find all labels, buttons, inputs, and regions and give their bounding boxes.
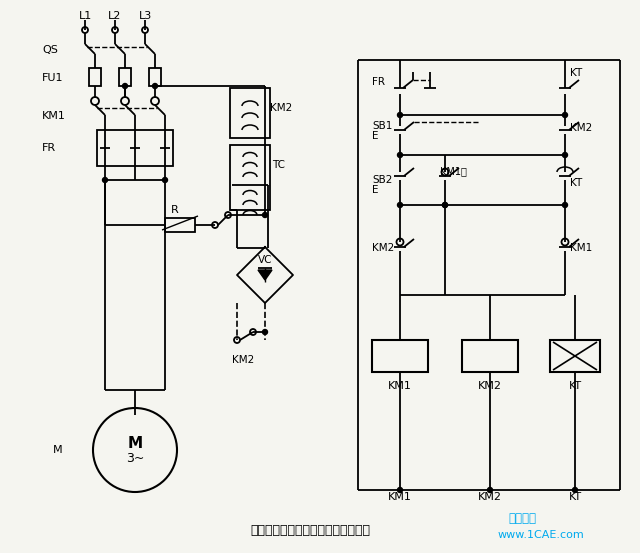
- Text: TC: TC: [272, 160, 285, 170]
- Circle shape: [262, 330, 268, 335]
- Polygon shape: [258, 270, 272, 280]
- Text: FU1: FU1: [42, 73, 63, 83]
- Circle shape: [488, 488, 493, 493]
- Bar: [165, 218, 195, 232]
- Text: E: E: [372, 131, 378, 141]
- Circle shape: [563, 153, 568, 158]
- Circle shape: [163, 178, 168, 182]
- Text: KM2: KM2: [270, 103, 292, 113]
- Circle shape: [397, 202, 403, 207]
- Text: L2: L2: [108, 11, 122, 21]
- Text: KM2: KM2: [478, 381, 502, 391]
- Text: QS: QS: [42, 45, 58, 55]
- Text: KM2: KM2: [570, 123, 592, 133]
- Text: KT: KT: [568, 381, 582, 391]
- Text: 3~: 3~: [126, 451, 144, 465]
- Bar: [230, 145, 270, 210]
- Text: KT: KT: [568, 492, 582, 502]
- Text: L3: L3: [138, 11, 152, 21]
- Text: E: E: [372, 185, 378, 195]
- Text: FR: FR: [42, 143, 56, 153]
- Circle shape: [563, 112, 568, 117]
- Text: KM1: KM1: [388, 492, 412, 502]
- Circle shape: [102, 178, 108, 182]
- Circle shape: [563, 202, 568, 207]
- Text: KM2: KM2: [372, 243, 394, 253]
- Text: KT: KT: [570, 68, 582, 78]
- Text: L1: L1: [78, 11, 92, 21]
- Circle shape: [397, 153, 403, 158]
- Circle shape: [397, 488, 403, 493]
- Circle shape: [152, 84, 157, 88]
- Bar: [119, 68, 131, 86]
- Text: KM1⓪: KM1⓪: [440, 166, 467, 176]
- Bar: [89, 68, 101, 86]
- Text: SB2: SB2: [372, 175, 392, 185]
- Bar: [550, 340, 600, 372]
- Text: KT: KT: [570, 178, 582, 188]
- Circle shape: [442, 202, 447, 207]
- Text: M: M: [52, 445, 62, 455]
- Text: VC: VC: [258, 255, 272, 265]
- Circle shape: [397, 112, 403, 117]
- Text: M: M: [127, 436, 143, 451]
- Circle shape: [122, 84, 127, 88]
- Bar: [97, 130, 173, 166]
- Text: KM1: KM1: [388, 381, 412, 391]
- Text: 以时间原则控制的单向能耗制动线路: 以时间原则控制的单向能耗制动线路: [250, 524, 370, 536]
- Text: KM1: KM1: [570, 243, 592, 253]
- Bar: [230, 88, 270, 138]
- Bar: [462, 340, 518, 372]
- Text: KM1: KM1: [42, 111, 66, 121]
- Circle shape: [573, 488, 577, 493]
- Text: KM2: KM2: [232, 355, 254, 365]
- Text: 仿真在线: 仿真在线: [508, 512, 536, 524]
- Bar: [372, 340, 428, 372]
- Text: www.1CAE.com: www.1CAE.com: [498, 530, 585, 540]
- Text: R: R: [171, 205, 179, 215]
- Bar: [149, 68, 161, 86]
- Text: SB1: SB1: [372, 121, 392, 131]
- Circle shape: [262, 212, 268, 217]
- Text: KM2: KM2: [478, 492, 502, 502]
- Circle shape: [442, 202, 447, 207]
- Text: FR: FR: [372, 77, 385, 87]
